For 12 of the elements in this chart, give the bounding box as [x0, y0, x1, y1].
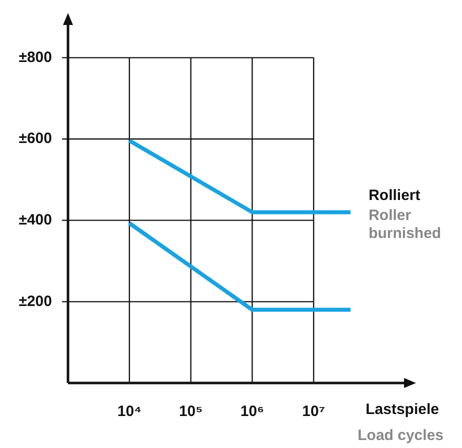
x-axis-title: Lastspiele	[366, 401, 439, 418]
y-tick-label: ±600	[18, 130, 52, 148]
text: Load cycles	[358, 427, 444, 444]
annotation: Roller burnished	[368, 207, 442, 242]
y-tick-label: ±400	[18, 211, 52, 228]
x-tick-label: 10⁵	[178, 403, 203, 420]
x-tick-label: 10⁶	[240, 403, 264, 420]
x-tick-label: 10⁷	[302, 403, 326, 420]
x-tick-label: 10⁴	[117, 403, 142, 420]
y-tick-label: ±200	[18, 292, 52, 310]
series-label: Rolliert	[368, 187, 420, 204]
y-tick-label: ±800	[18, 48, 52, 66]
